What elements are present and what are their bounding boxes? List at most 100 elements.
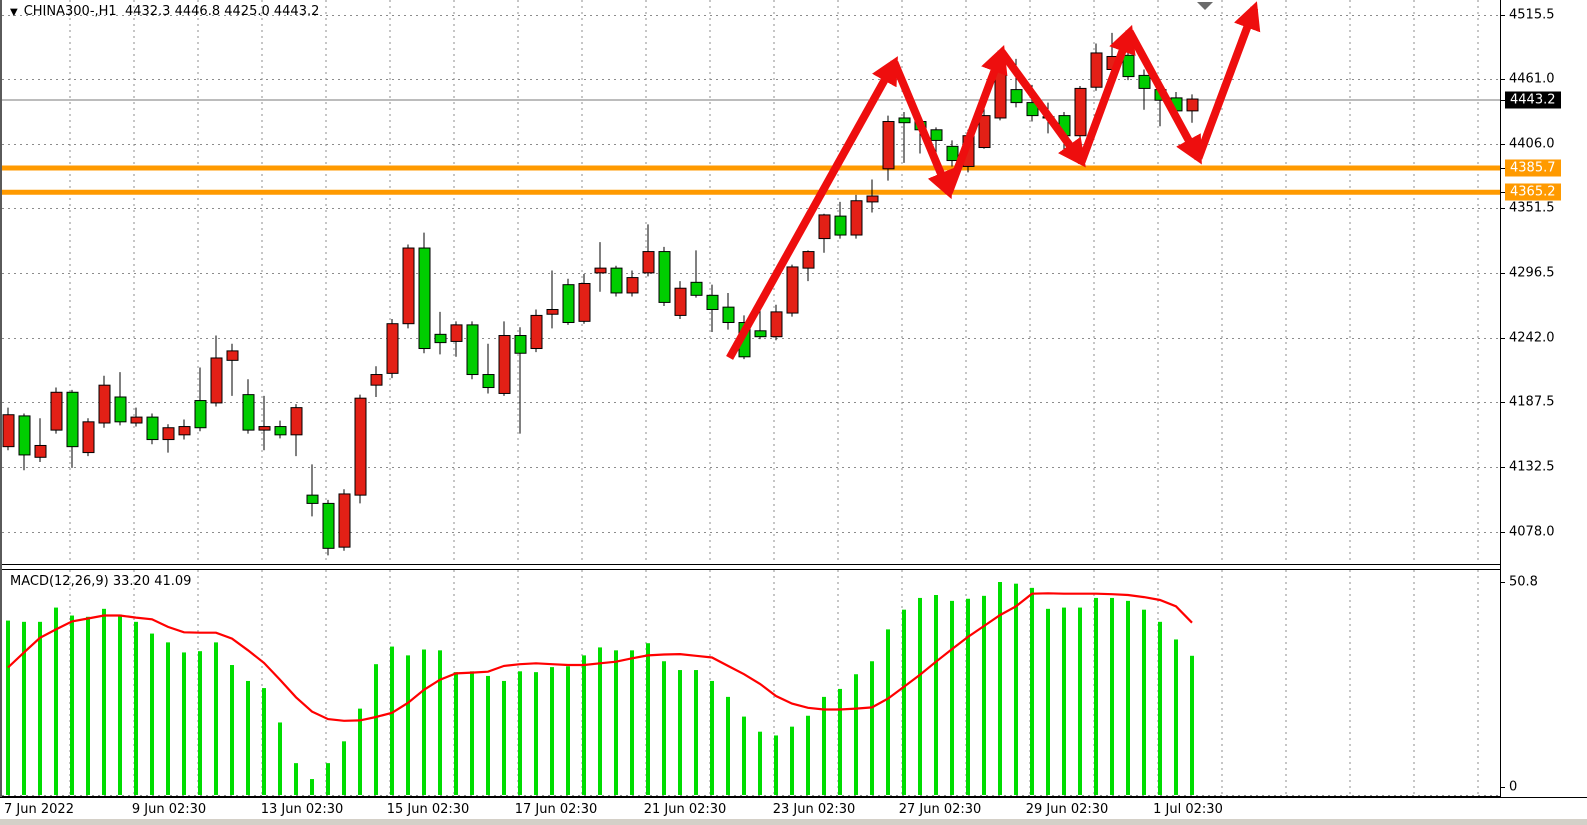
bull-candle (898, 117, 911, 124)
trend-zigzag-arrows[interactable] (726, 1, 1261, 360)
bear-candle (786, 266, 799, 314)
macd-chart[interactable] (2, 570, 1502, 797)
panel-divider[interactable] (2, 564, 1502, 570)
time-axis-label: 23 Jun 02:30 (772, 802, 856, 817)
macd-bar (294, 763, 298, 795)
bull-candle (146, 416, 159, 441)
scroll-to-end-icon[interactable] (1197, 2, 1213, 10)
bull-candle (466, 324, 479, 376)
bull-candle (1122, 54, 1135, 78)
bull-candle (242, 394, 255, 431)
macd-bar (822, 696, 826, 795)
bull-candle (690, 281, 703, 296)
macd-bar (182, 652, 186, 795)
macd-bar (54, 607, 58, 795)
bear-candle (1090, 52, 1103, 88)
bull-candle (1010, 89, 1023, 104)
macd-bar (1014, 583, 1018, 795)
time-axis-label: 29 Jun 02:30 (1025, 802, 1109, 817)
macd-bar (630, 650, 634, 795)
bear-candle (1074, 87, 1087, 137)
macd-bar (1062, 607, 1066, 795)
macd-bar (6, 620, 10, 795)
macd-bar (1030, 587, 1034, 795)
ohlc-close: 4443.2 (273, 4, 320, 19)
macd-bar (950, 600, 954, 795)
price-chart[interactable] (2, 0, 1502, 564)
macd-bar (534, 672, 538, 795)
bear-candle (82, 421, 95, 454)
macd-bar (790, 726, 794, 795)
macd-bar (326, 763, 330, 795)
current-price-label: 4443.2 (1505, 91, 1561, 109)
bear-candle (226, 350, 239, 361)
window-chrome (0, 819, 1587, 825)
bear-candle (210, 357, 223, 404)
macd-bar (566, 666, 570, 795)
macd-zero-label: 0 (1509, 779, 1518, 795)
bull-candle (946, 145, 959, 162)
bear-candle (594, 267, 607, 274)
bull-candle (722, 306, 735, 324)
chart-frame: ▼ CHINA300-,H1 4432.3 4446.8 4425.0 4443.… (0, 0, 1502, 825)
macd-bar (838, 688, 842, 795)
macd-bar (934, 594, 938, 795)
macd-bar (1174, 639, 1178, 795)
price-axis-label: 4187.5 (1509, 394, 1555, 410)
macd-bar (678, 670, 682, 795)
axis-tick (1501, 208, 1505, 209)
macd-bar (646, 643, 650, 795)
support-level-label[interactable]: 4365.2 (1505, 183, 1561, 201)
macd-bar (710, 680, 714, 795)
macd-indicator-label: MACD(12,26,9) 33.20 41.09 (10, 574, 192, 589)
macd-bar (886, 629, 890, 795)
bear-candle (370, 374, 383, 386)
macd-bar (694, 670, 698, 795)
ohlc-low: 4425.0 (224, 4, 270, 19)
macd-bar (390, 646, 394, 795)
bull-candle (706, 294, 719, 311)
macd-bar (854, 674, 858, 795)
macd-bar (310, 779, 314, 795)
symbol-name: CHINA300- (23, 4, 95, 19)
bear-candle (770, 311, 783, 338)
axis-tick (1501, 144, 1505, 145)
bear-candle (802, 251, 815, 269)
price-axis-label: 4515.5 (1509, 7, 1555, 23)
macd-bar (214, 642, 218, 795)
axis-tick (1501, 338, 1505, 339)
bear-candle (338, 493, 351, 548)
bull-candle (562, 284, 575, 324)
price-axis[interactable]: 4515.5 4461.0 4406.0 4351.5 4296.5 4242.0 4187… (1500, 0, 1587, 797)
bear-candle (978, 115, 991, 149)
macd-bar (758, 731, 762, 795)
macd-bar (278, 722, 282, 795)
price-axis-label: 4296.5 (1509, 265, 1555, 281)
time-axis-label: 1 Jul 02:30 (1153, 802, 1223, 817)
macd-bar (614, 650, 618, 795)
macd-bar (774, 735, 778, 795)
time-axis[interactable]: 7 Jun 2022 9 Jun 02:30 13 Jun 02:30 15 Jun … (0, 797, 1587, 820)
macd-bar (918, 597, 922, 795)
time-axis-label: 15 Jun 02:30 (386, 802, 470, 817)
bear-candle (386, 323, 399, 374)
axis-tick (1501, 79, 1505, 80)
bear-candle (178, 426, 191, 436)
macd-bar (86, 616, 90, 795)
candles-layer (2, 32, 1199, 556)
support-level-lines[interactable] (2, 165, 1502, 195)
bear-candle (546, 309, 559, 315)
macd-bar (486, 675, 490, 795)
macd-bar (982, 595, 986, 795)
collapse-chart-icon[interactable]: ▼ (10, 7, 18, 18)
bear-candle (866, 195, 879, 203)
macd-bar (118, 614, 122, 795)
macd-bar (438, 650, 442, 795)
bull-candle (434, 333, 447, 344)
macd-bar (374, 664, 378, 795)
axis-tick (1501, 787, 1505, 788)
support-level-label[interactable]: 4385.7 (1505, 159, 1561, 177)
bull-candle (114, 396, 127, 423)
bull-candle (930, 129, 943, 141)
